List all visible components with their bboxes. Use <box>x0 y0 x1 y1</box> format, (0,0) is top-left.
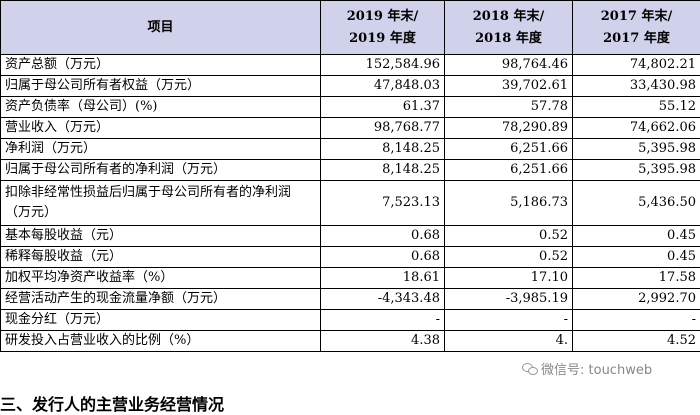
row-value: 55.12 <box>573 97 700 118</box>
watermark: 微信号: touchweb <box>520 359 654 378</box>
row-value: - <box>321 310 445 331</box>
row-value: 4.38 <box>321 331 445 352</box>
row-value: 6,251.66 <box>445 139 573 160</box>
row-value: 39,702.61 <box>445 76 573 97</box>
header-2018: 2018 年末/ 2018 年度 <box>445 1 573 55</box>
row-label: 基本每股收益（元） <box>1 226 321 247</box>
row-value: 0.52 <box>445 226 573 247</box>
row-value: 0.68 <box>321 247 445 268</box>
row-value: 0.68 <box>321 226 445 247</box>
row-label: 稀释每股收益（元） <box>1 247 321 268</box>
watermark-text: 微信号: touchweb <box>541 359 652 378</box>
row-value: -3,985.19 <box>445 289 573 310</box>
row-value: 0.45 <box>573 226 700 247</box>
table-header-row: 项目 2019 年末/ 2019 年度 2018 年末/ 2018 年度 201… <box>1 1 700 55</box>
wechat-icon <box>522 362 538 375</box>
row-label: 归属于母公司所有者的净利润（万元） <box>1 160 321 181</box>
row-label: 经营活动产生的现金流量净额（万元） <box>1 289 321 310</box>
row-label: 研发投入占营业收入的比例（%） <box>1 331 321 352</box>
row-value: 4. <box>445 331 573 352</box>
row-value: 74,802.21 <box>573 55 700 76</box>
row-value: 17.58 <box>573 268 700 289</box>
table-row: 现金分红（万元）--- <box>1 310 700 331</box>
row-label: 现金分红（万元） <box>1 310 321 331</box>
header-2017: 2017 年末/ 2017 年度 <box>573 1 700 55</box>
row-value: 98,764.46 <box>445 55 573 76</box>
section-heading: 三、发行人的主营业务经营情况 <box>0 391 224 415</box>
financial-table: 项目 2019 年末/ 2019 年度 2018 年末/ 2018 年度 201… <box>0 0 700 352</box>
row-value: - <box>445 310 573 331</box>
row-value: 47,848.03 <box>321 76 445 97</box>
row-value: 74,662.06 <box>573 118 700 139</box>
header-2019: 2019 年末/ 2019 年度 <box>321 1 445 55</box>
header-item: 项目 <box>1 1 321 55</box>
row-label: 营业收入（万元） <box>1 118 321 139</box>
row-value: -4,343.48 <box>321 289 445 310</box>
row-value: 33,430.98 <box>573 76 700 97</box>
row-value: 8,148.25 <box>321 139 445 160</box>
row-value: 98,768.77 <box>321 118 445 139</box>
row-value: 7,523.13 <box>321 181 445 226</box>
row-label: 加权平均净资产收益率（%） <box>1 268 321 289</box>
row-value: 5,395.98 <box>573 139 700 160</box>
row-label: 资产总额（万元） <box>1 55 321 76</box>
row-value: 57.78 <box>445 97 573 118</box>
row-value: 0.52 <box>445 247 573 268</box>
row-value: 5,186.73 <box>445 181 573 226</box>
row-label: 资产负债率（母公司）(%) <box>1 97 321 118</box>
row-label: 归属于母公司所有者权益（万元） <box>1 76 321 97</box>
row-value: 18.61 <box>321 268 445 289</box>
row-value: 6,251.66 <box>445 160 573 181</box>
row-label: 净利润（万元） <box>1 139 321 160</box>
row-label: 扣除非经常性损益后归属于母公司所有者的净利润（万元） <box>1 181 321 226</box>
row-value: 61.37 <box>321 97 445 118</box>
row-value: 2,992.70 <box>573 289 700 310</box>
row-value: 8,148.25 <box>321 160 445 181</box>
row-value: 5,395.98 <box>573 160 700 181</box>
row-value: 0.45 <box>573 247 700 268</box>
row-value: 5,436.50 <box>573 181 700 226</box>
row-value: 78,290.89 <box>445 118 573 139</box>
row-value: 152,584.96 <box>321 55 445 76</box>
row-value: 4.52 <box>573 331 700 352</box>
row-value: - <box>573 310 700 331</box>
row-value: 17.10 <box>445 268 573 289</box>
